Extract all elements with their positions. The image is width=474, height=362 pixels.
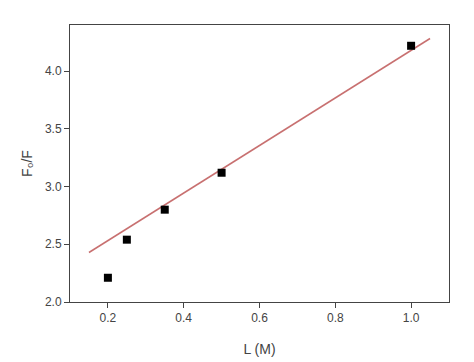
svg-text:3.5: 3.5 bbox=[45, 122, 62, 136]
svg-text:0.6: 0.6 bbox=[251, 311, 268, 325]
svg-text:0.8: 0.8 bbox=[327, 311, 344, 325]
svg-text:2.5: 2.5 bbox=[45, 237, 62, 251]
svg-text:1.0: 1.0 bbox=[403, 311, 420, 325]
svg-text:4.0: 4.0 bbox=[45, 64, 62, 78]
svg-text:2.0: 2.0 bbox=[45, 295, 62, 309]
svg-text:L (M): L (M) bbox=[243, 341, 275, 357]
svg-text:3.0: 3.0 bbox=[45, 180, 62, 194]
svg-text:0.2: 0.2 bbox=[100, 311, 117, 325]
svg-text:F₀/F: F₀/F bbox=[19, 150, 35, 177]
svg-text:0.4: 0.4 bbox=[175, 311, 192, 325]
